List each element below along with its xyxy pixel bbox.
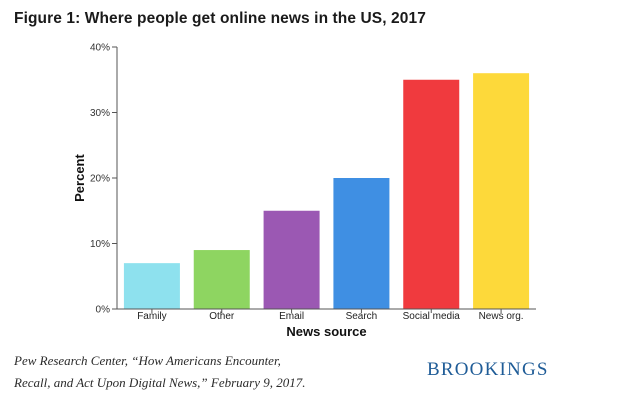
brookings-logo: BROOKINGS	[427, 359, 549, 380]
bar-chart: 0% 10% 20% 30% 40% Family Other Email Search Soc…	[72, 43, 536, 339]
bar	[123, 263, 180, 309]
source-line-1: Pew Research Center, “How Americans Enco…	[14, 353, 281, 368]
bar	[403, 79, 460, 309]
y-tick-label: 30%	[90, 108, 110, 119]
x-axis: Family Other Email Search Social media News o…	[117, 308, 536, 322]
bar	[473, 73, 530, 309]
y-tick-label: 40%	[90, 43, 110, 54]
x-axis-label: News source	[286, 324, 366, 339]
x-tick-label: Search	[346, 311, 378, 322]
bar	[263, 210, 320, 309]
source-line-2: Recall, and Act Upon Digital News,” Febr…	[14, 375, 306, 390]
x-tick-label: Email	[279, 311, 304, 322]
chart-title: Figure 1: Where people get online news i…	[14, 10, 426, 27]
y-axis-label: Percent	[72, 153, 87, 201]
bar	[333, 178, 390, 309]
y-tick-label: 10%	[90, 239, 110, 250]
x-tick-label: News org.	[479, 311, 524, 322]
x-tick-label: Other	[209, 311, 235, 322]
x-tick-label: Social media	[403, 311, 461, 322]
bars	[123, 73, 530, 309]
y-tick-label: 0%	[96, 305, 111, 316]
y-tick-label: 20%	[90, 174, 110, 185]
y-axis: 0% 10% 20% 30% 40%	[90, 43, 118, 316]
bar	[193, 250, 250, 309]
source-citation: Pew Research Center, “How Americans Enco…	[14, 350, 306, 394]
x-tick-label: Family	[137, 311, 166, 322]
